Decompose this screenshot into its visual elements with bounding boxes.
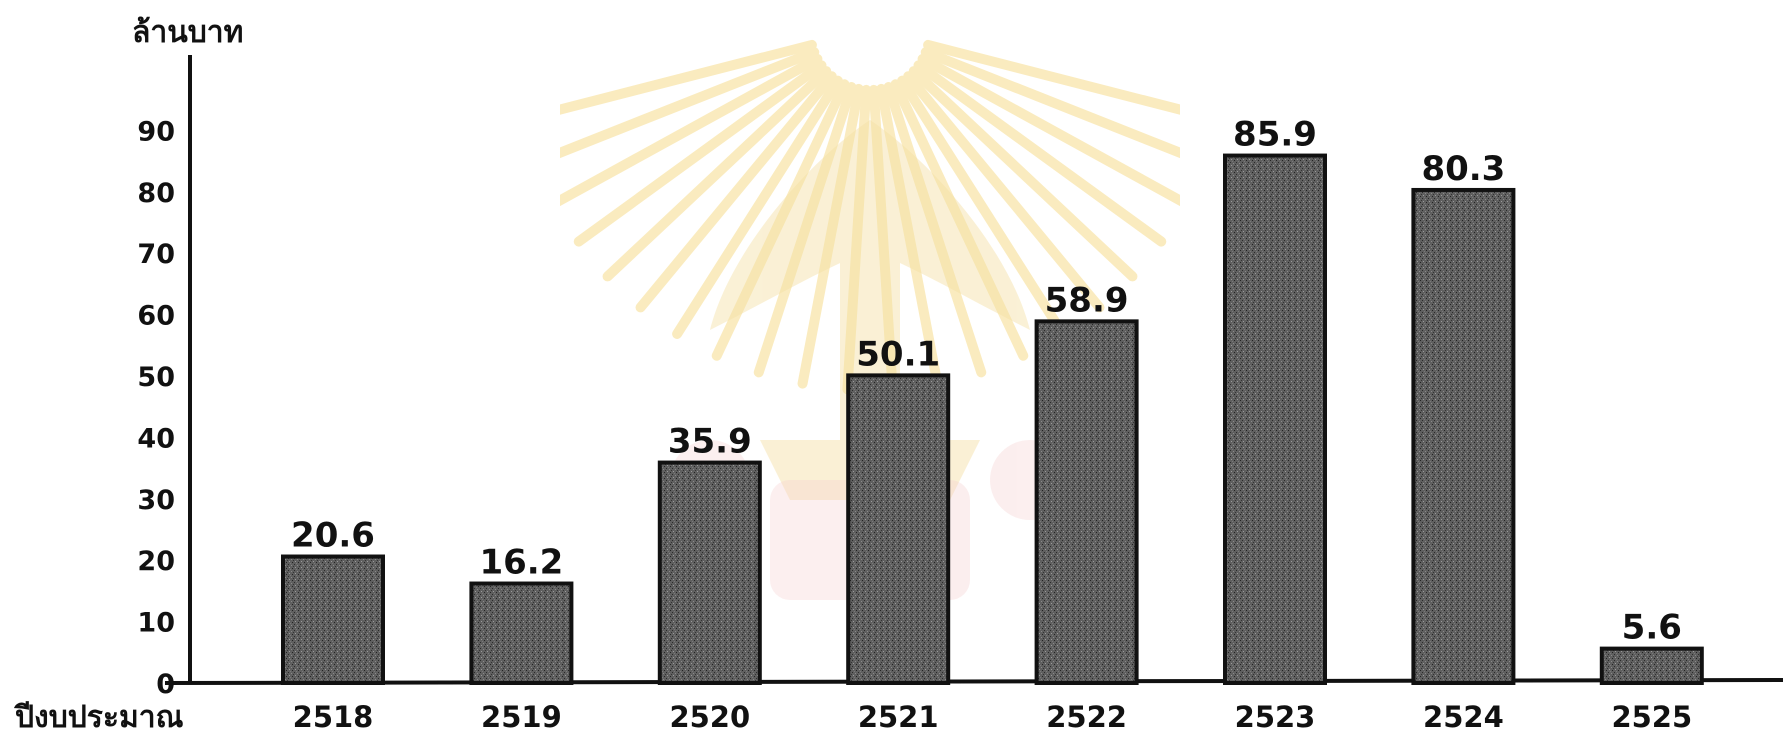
y-tick-label: 50 [137,362,175,393]
bar-2522 [1034,319,1139,685]
bar-2523 [1223,153,1327,686]
y-tick-label: 70 [137,239,175,270]
bar-2520 [657,460,762,685]
y-axis-label: ล้านบาท [132,15,243,50]
bar-2519 [469,581,574,685]
data-label-2520: 35.9 [668,422,752,462]
y-tick-label: 10 [137,608,175,639]
y-tick-label: 30 [137,485,175,516]
x-tick-label-2519: 2519 [481,700,562,734]
data-label-2521: 50.1 [856,334,940,374]
x-tick-label-2525: 2525 [1611,700,1692,734]
y-tick-label: 40 [137,423,175,454]
y-tick-label: 20 [137,546,175,577]
x-tick-label-2521: 2521 [858,700,939,734]
bars [281,153,1704,686]
data-label-2524: 80.3 [1421,149,1505,189]
x-tick-label-2522: 2522 [1046,700,1127,734]
y-tick-label: 60 [137,301,175,332]
bar-2524 [1411,187,1516,685]
y-ticks: 0 10 20 30 40 50 60 70 80 90 [137,116,175,700]
data-label-2522: 58.9 [1045,280,1129,320]
x-tick-label-2523: 2523 [1235,700,1316,734]
data-labels: 20.6 16.2 35.9 50.1 58.9 85.9 80.3 5.6 [291,115,1682,648]
x-ticks: 2518 2519 2520 2521 2522 2523 2524 2525 [293,700,1693,734]
data-label-2523: 85.9 [1233,115,1317,155]
y-tick-label: 90 [137,116,175,147]
bar-2525 [1599,646,1704,686]
x-tick-label-2518: 2518 [293,700,374,734]
y-tick-label: 0 [156,669,175,700]
bar-2518 [281,554,385,685]
bar-2521 [846,373,951,685]
data-label-2525: 5.6 [1622,608,1682,648]
data-label-2519: 16.2 [479,543,563,583]
x-tick-label-2524: 2524 [1423,700,1504,734]
x-axis-line [164,678,1783,685]
x-axis-label: ปีงบประมาณ [13,700,184,735]
y-tick-label: 80 [137,178,175,209]
data-label-2518: 20.6 [291,516,375,556]
x-tick-label-2520: 2520 [669,700,750,734]
